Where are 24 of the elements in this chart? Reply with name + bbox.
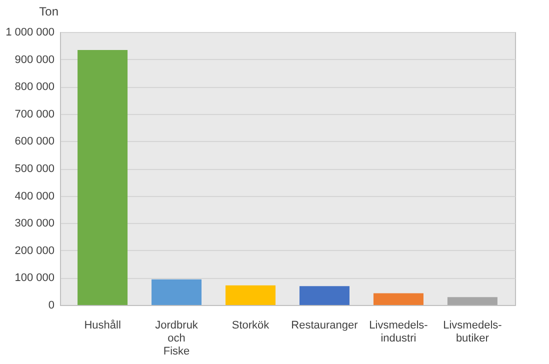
bar bbox=[299, 286, 350, 305]
y-tick-label: 100 000 bbox=[14, 272, 54, 284]
y-axis-title: Ton bbox=[39, 4, 58, 18]
x-tick-label: Hushåll bbox=[84, 320, 121, 332]
bar bbox=[447, 297, 498, 305]
x-tick-label: Jordbruk och Fiske bbox=[155, 320, 198, 358]
y-tick-label: 500 000 bbox=[14, 163, 54, 175]
y-tick-label: 600 000 bbox=[14, 136, 54, 148]
x-tick-label: Restauranger bbox=[291, 320, 358, 332]
y-tick-label: 900 000 bbox=[14, 54, 54, 66]
x-tick-label: Livsmedels- butiker bbox=[443, 320, 502, 344]
bar bbox=[78, 50, 128, 305]
y-tick-label: 700 000 bbox=[14, 108, 54, 120]
y-tick-label: 0 bbox=[48, 300, 54, 312]
y-tick-label: 400 000 bbox=[14, 190, 54, 202]
bar bbox=[152, 279, 202, 305]
bar bbox=[226, 285, 276, 305]
y-tick-label: 200 000 bbox=[14, 244, 54, 257]
bar bbox=[373, 293, 424, 305]
y-tick-label: 1 000 000 bbox=[6, 26, 54, 38]
x-tick-label: Storkök bbox=[232, 320, 270, 332]
y-tick-label: 300 000 bbox=[14, 218, 54, 230]
y-tick-label: 800 000 bbox=[14, 81, 54, 94]
x-tick-label: Livsmedels- industri bbox=[369, 320, 428, 344]
